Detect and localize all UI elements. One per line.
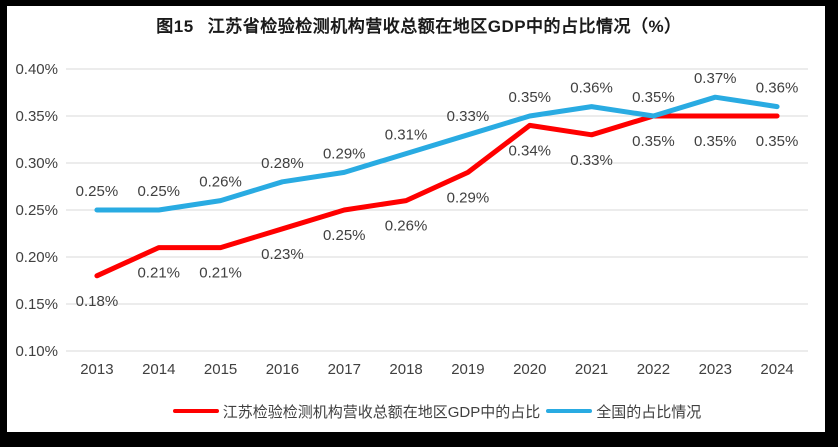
legend-item-national: 全国的占比情况 (546, 401, 701, 422)
chart-panel (7, 6, 825, 432)
chart-legend: 江苏检验检测机构营收总额在地区GDP中的占比 全国的占比情况 (36, 401, 838, 421)
chart-title-text: 江苏省检验检测机构营收总额在地区GDP中的占比情况（%） (207, 17, 682, 36)
national-line-swatch-icon (546, 409, 593, 413)
legend-label-national: 全国的占比情况 (596, 403, 702, 421)
chart-title: 图15 江苏省检验检测机构营收总额在地区GDP中的占比情况（%） (0, 12, 838, 37)
legend-label-jiangsu: 江苏检验检测机构营收总额在地区GDP中的占比 (222, 403, 541, 421)
figure-number: 图15 (156, 17, 194, 36)
legend-item-jiangsu: 江苏检验检测机构营收总额在地区GDP中的占比 (172, 401, 541, 422)
jiangsu-line-swatch-icon (172, 409, 219, 413)
